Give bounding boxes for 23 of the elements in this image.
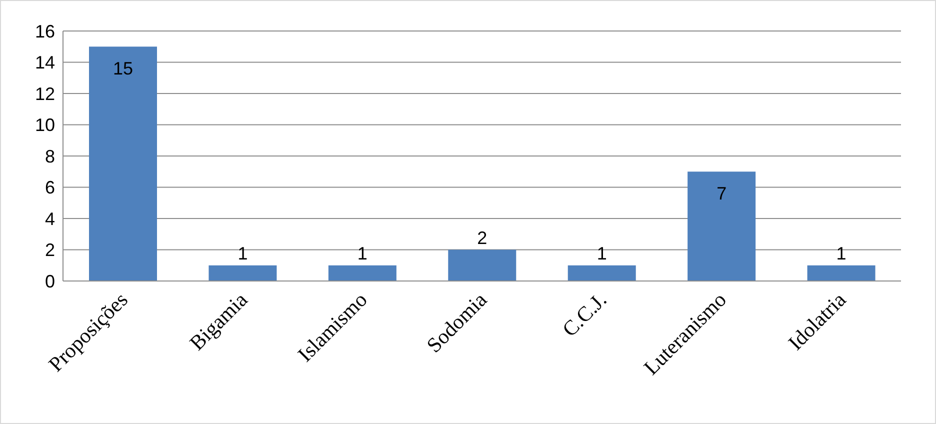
y-tick-label: 4 bbox=[44, 208, 55, 229]
data-label: 1 bbox=[596, 243, 607, 264]
data-label: 7 bbox=[716, 184, 727, 204]
bar bbox=[328, 265, 396, 281]
bar bbox=[89, 46, 157, 281]
data-label: 2 bbox=[477, 228, 488, 248]
bar bbox=[568, 265, 636, 281]
y-tick-label: 6 bbox=[44, 178, 55, 198]
bar bbox=[208, 265, 277, 281]
y-tick-label: 0 bbox=[44, 271, 55, 292]
y-tick-label: 12 bbox=[34, 84, 55, 104]
y-tick-label: 10 bbox=[34, 115, 55, 136]
data-label: 1 bbox=[238, 243, 248, 264]
bar bbox=[448, 250, 516, 281]
y-tick-label: 8 bbox=[44, 146, 55, 166]
y-tick-label: 14 bbox=[34, 52, 55, 73]
data-label: 1 bbox=[836, 243, 846, 264]
y-tick-label: 2 bbox=[44, 240, 55, 260]
data-label: 15 bbox=[112, 58, 134, 79]
y-tick-label: 16 bbox=[34, 21, 55, 42]
bar bbox=[688, 172, 756, 281]
data-label: 1 bbox=[357, 243, 368, 264]
bar bbox=[807, 265, 876, 281]
